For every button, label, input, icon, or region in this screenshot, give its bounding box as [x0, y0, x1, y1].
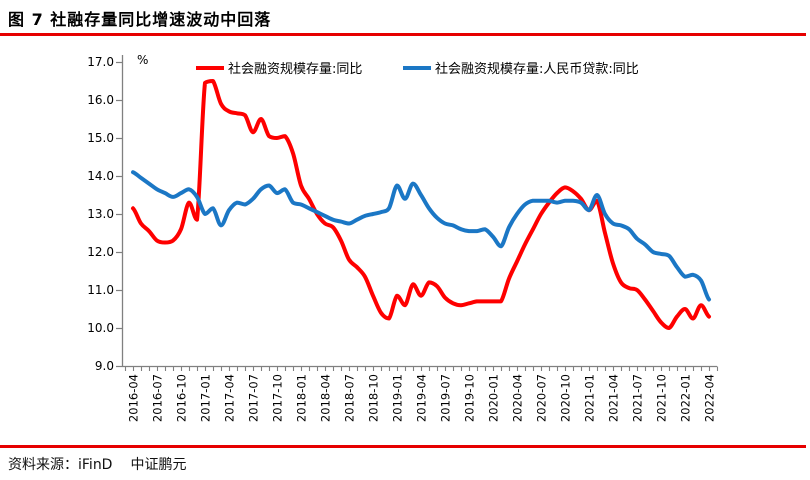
bottom-accent-rule [0, 445, 806, 448]
x-tick-label: 2017-04 [223, 374, 237, 422]
legend-label-rmb-loans-yoy: 社会融资规模存量:人民币贷款:同比 [435, 61, 639, 77]
x-tick-label: 2020-04 [511, 374, 525, 422]
org-name: 中证鹏元 [130, 457, 187, 473]
chart-legend: 社会融资规模存量:同比 社会融资规模存量:人民币贷款:同比 [196, 61, 639, 77]
x-tick-label: 2020-07 [535, 374, 549, 422]
x-tick-label: 2019-10 [463, 374, 477, 422]
x-tick-label: 2021-04 [607, 374, 621, 422]
x-tick-label: 2021-07 [631, 374, 645, 422]
x-tick-label: 2022-04 [703, 374, 717, 422]
series-rmb-loans-yoy-line [131, 170, 711, 302]
y-tick-label: 17.0 [87, 55, 114, 69]
y-tick-label: 12.0 [87, 245, 114, 259]
y-tick-label: 15.0 [87, 131, 114, 145]
y-tick-label: 16.0 [87, 93, 114, 107]
x-tick-label: 2021-10 [655, 374, 669, 422]
y-tick-label: 14.0 [87, 169, 114, 183]
axes-layer: 17.0 16.0 15.0 14.0 13.0 12.0 11.0 10.0 9.0 2016-… [87, 55, 719, 422]
x-tick-label: 2019-04 [415, 374, 429, 422]
x-tick-label: 2018-01 [295, 374, 309, 422]
y-tick-label: 10.0 [87, 321, 114, 335]
source-line: 资料来源：iFinD 中证鹏元 [8, 454, 186, 474]
series-tsf-yoy-line [131, 79, 711, 330]
y-axis-unit-label: % [137, 53, 148, 67]
y-tick-label: 13.0 [87, 207, 114, 221]
x-tick-label: 2020-10 [559, 374, 573, 422]
y-tick-label: 9.0 [95, 359, 114, 373]
x-tick-label: 2017-10 [271, 374, 285, 422]
x-tick-label: 2016-10 [175, 374, 189, 422]
x-tick-label: 2017-01 [199, 374, 213, 422]
x-tick-label: 2019-07 [439, 374, 453, 422]
legend-label-tsf-yoy: 社会融资规模存量:同比 [228, 61, 362, 77]
figure-title: 图 7 社融存量同比增速波动中回落 [8, 10, 272, 29]
x-tick-label: 2016-04 [127, 374, 141, 422]
x-tick-label: 2021-01 [583, 374, 597, 422]
source-label: 资料来源：iFinD [8, 457, 113, 473]
x-tick-label: 2022-01 [679, 374, 693, 422]
y-tick-label: 11.0 [87, 283, 114, 297]
x-tick-label: 2018-10 [367, 374, 381, 422]
x-tick-label: 2019-01 [391, 374, 405, 422]
top-accent-rule [0, 33, 806, 36]
x-tick-label: 2018-04 [319, 374, 333, 422]
x-tick-label: 2017-07 [247, 374, 261, 422]
series-layer [131, 79, 711, 330]
x-tick-label: 2018-07 [343, 374, 357, 422]
x-tick-label: 2020-01 [487, 374, 501, 422]
x-tick-label: 2016-07 [151, 374, 165, 422]
